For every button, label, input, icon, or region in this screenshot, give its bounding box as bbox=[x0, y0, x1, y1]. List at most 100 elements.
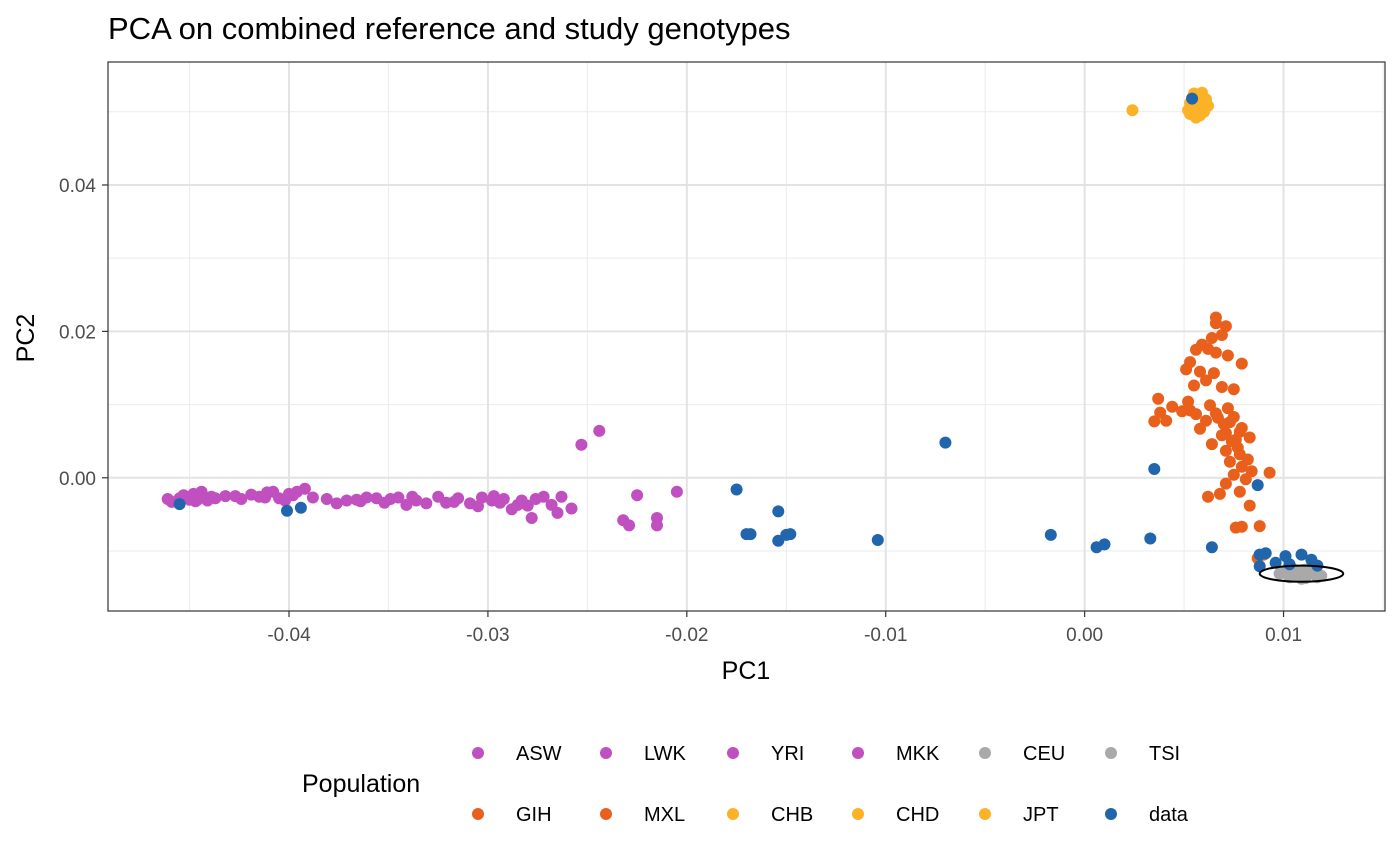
data-point-MXL bbox=[1190, 408, 1202, 421]
data-point-ASW bbox=[670, 485, 683, 498]
legend-item-YRI: YRI bbox=[727, 743, 804, 765]
data-point-GIH bbox=[1152, 392, 1165, 405]
plot-panel bbox=[107, 61, 1386, 612]
data-point-data bbox=[730, 483, 743, 496]
data-point-YRI bbox=[537, 490, 550, 503]
data-point-GIH bbox=[1209, 317, 1222, 330]
legend-label: CHB bbox=[771, 804, 813, 826]
data-point-MKK bbox=[259, 491, 272, 504]
data-point-MXL bbox=[1219, 427, 1232, 440]
data-point-MXL bbox=[1239, 473, 1252, 486]
data-point-MXL bbox=[1263, 466, 1276, 479]
data-point-YRI bbox=[565, 502, 578, 515]
data-point-data bbox=[1269, 556, 1282, 569]
x-axis-title: PC1 bbox=[722, 657, 771, 685]
legend-item-TSI: TSI bbox=[1105, 743, 1180, 765]
data-point-TSI bbox=[1315, 569, 1328, 582]
data-point-YRI bbox=[360, 491, 373, 504]
data-point-YRI bbox=[235, 493, 248, 505]
data-point-MXL bbox=[1235, 460, 1248, 473]
legend-label: MKK bbox=[896, 743, 940, 765]
data-point-MKK bbox=[476, 491, 488, 504]
data-point-MXL bbox=[1223, 455, 1236, 468]
legend-label: CHD bbox=[896, 804, 939, 826]
data-point-GIH bbox=[1221, 402, 1234, 415]
data-point-MXL bbox=[1235, 520, 1248, 533]
legend-label: YRI bbox=[771, 743, 804, 765]
data-point-data bbox=[939, 436, 952, 449]
data-point-MKK bbox=[551, 506, 564, 519]
legend-label: MXL bbox=[644, 804, 685, 826]
data-point-data bbox=[744, 528, 757, 541]
data-point-MKK bbox=[183, 493, 196, 506]
data-point-data bbox=[1295, 548, 1308, 561]
data-point-GIH bbox=[1188, 379, 1200, 392]
data-point-MKK bbox=[350, 493, 363, 506]
legend-key-ASW bbox=[472, 747, 484, 759]
data-point-GIH bbox=[1209, 346, 1222, 359]
data-point-data bbox=[1253, 560, 1266, 573]
data-point-GIH bbox=[1200, 374, 1212, 387]
data-point-data bbox=[1205, 541, 1218, 554]
legend-item-data: data bbox=[1105, 804, 1189, 826]
data-point-MKK bbox=[515, 494, 528, 507]
data-point-MXL bbox=[1219, 444, 1232, 457]
data-point-MXL bbox=[1229, 433, 1242, 446]
data-point-data bbox=[294, 501, 307, 514]
x-tick-label: 0.01 bbox=[1265, 625, 1302, 646]
legend-item-LWK: LWK bbox=[600, 743, 687, 765]
legend-key-MKK bbox=[852, 747, 864, 759]
data-point-MXL bbox=[1235, 422, 1248, 434]
data-point-LWK bbox=[306, 491, 319, 504]
data-point-ASW bbox=[651, 519, 663, 532]
legend-item-GIH: GIH bbox=[472, 804, 552, 826]
data-point-MXL bbox=[1166, 400, 1179, 413]
data-point-data bbox=[772, 505, 785, 518]
data-point-GIH bbox=[1205, 438, 1218, 451]
data-point-MXL bbox=[1223, 416, 1236, 429]
legend-key-TSI bbox=[1105, 747, 1117, 759]
data-point-GIH bbox=[1215, 381, 1228, 393]
data-point-data bbox=[1098, 538, 1111, 551]
x-tick-label: -0.01 bbox=[864, 625, 907, 646]
data-point-ASW bbox=[631, 489, 644, 502]
data-point-MXL bbox=[1253, 520, 1266, 533]
data-point-LWK bbox=[245, 488, 258, 501]
data-point-MXL bbox=[1227, 468, 1240, 481]
data-point-MXL bbox=[1154, 406, 1167, 419]
legend: Population ASW LWK YRI MKK CEU TSI GIH MXL CHB CH… bbox=[302, 743, 1189, 826]
data-point-GIH bbox=[1207, 367, 1220, 380]
panel-border bbox=[107, 61, 1386, 612]
data-point-JPT bbox=[1194, 109, 1206, 122]
data-point-data bbox=[1186, 92, 1199, 105]
legend-label: JPT bbox=[1023, 804, 1059, 826]
data-point-ASW bbox=[593, 424, 606, 437]
legend-item-JPT: JPT bbox=[979, 804, 1059, 826]
data-point-MKK bbox=[283, 487, 295, 500]
highlight-ellipse bbox=[1258, 564, 1345, 583]
data-point-MXL bbox=[1211, 411, 1224, 424]
data-point-GIH bbox=[1227, 383, 1240, 396]
legend-key-GIH bbox=[472, 808, 484, 820]
data-point-MXL bbox=[1233, 485, 1246, 498]
legend-key-data bbox=[1105, 808, 1117, 820]
data-point-MXL bbox=[1213, 487, 1226, 500]
series-data bbox=[173, 92, 1324, 573]
data-point-GIH bbox=[1180, 363, 1193, 376]
legend-label: ASW bbox=[516, 743, 562, 765]
data-point-MXL bbox=[1202, 490, 1214, 503]
data-point-ASW bbox=[555, 490, 568, 503]
data-point-YRI bbox=[505, 503, 518, 516]
legend-title: Population bbox=[302, 770, 420, 798]
legend-item-CEU: CEU bbox=[979, 743, 1065, 765]
legend-item-ASW: ASW bbox=[472, 743, 562, 765]
x-axis: -0.04 -0.03 -0.02 -0.01 0.00 0.01 bbox=[267, 611, 1302, 646]
data-point-MXL bbox=[1243, 499, 1256, 512]
legend-label: LWK bbox=[644, 743, 687, 765]
series-JPT bbox=[1126, 88, 1210, 122]
data-point-data bbox=[1148, 463, 1161, 475]
legend-label: data bbox=[1149, 804, 1189, 826]
data-point-GIH bbox=[1235, 357, 1248, 370]
legend-key-CHB bbox=[727, 808, 739, 820]
